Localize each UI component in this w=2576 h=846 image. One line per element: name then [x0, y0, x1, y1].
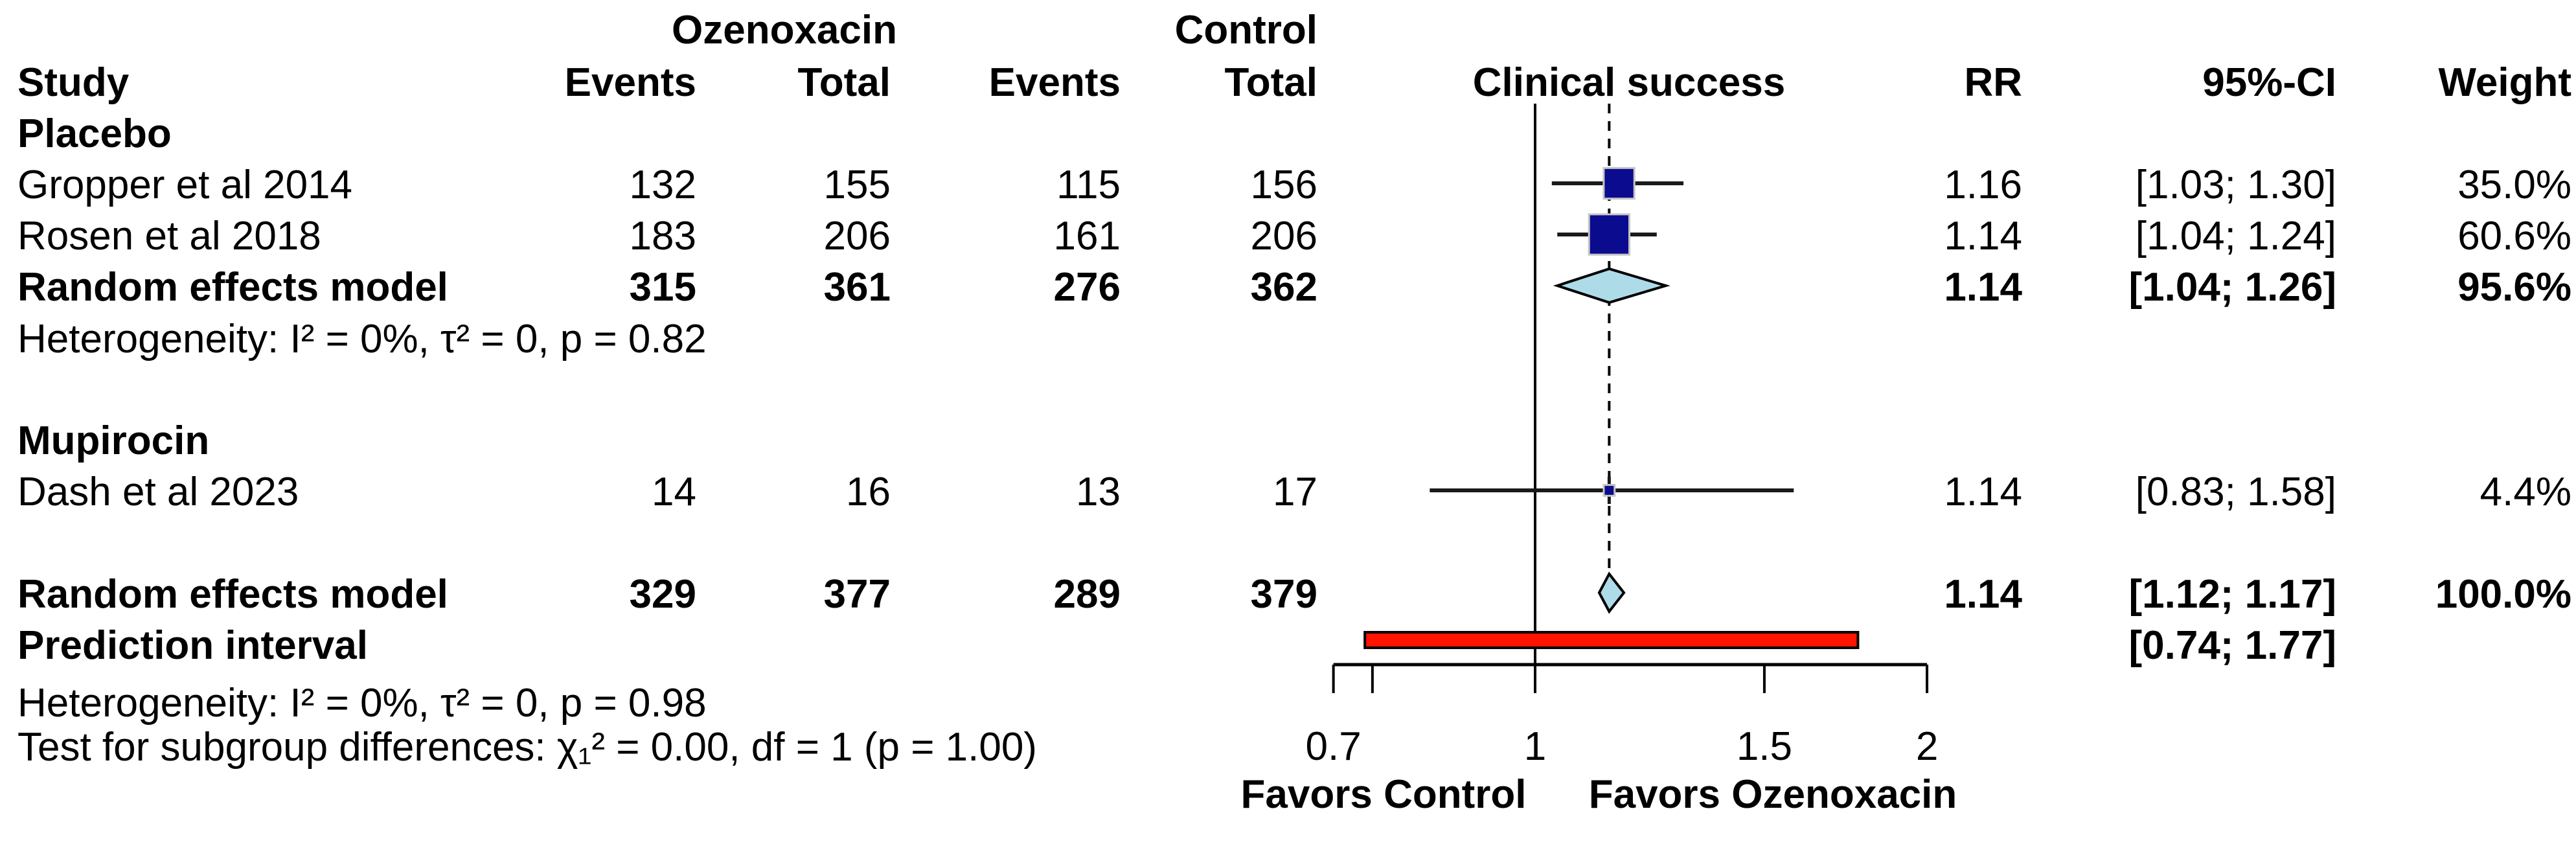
study-name: Dash et al 2023	[17, 470, 299, 514]
weight-value: 35.0%	[2457, 163, 2571, 207]
subgroup-label: Placebo	[17, 111, 172, 156]
column-header-ctrl-total: Total	[1224, 60, 1318, 105]
ctrl-total-value: 156	[1250, 163, 1317, 207]
svg-text:0.7: 0.7	[1306, 724, 1362, 769]
svg-text:2: 2	[1916, 724, 1938, 769]
ci-value: [1.04; 1.26]	[2128, 265, 2336, 310]
favors-left-label: Favors Control	[1240, 772, 1527, 817]
table-row-favors-labels: Favors Control Favors Ozenoxacin	[0, 772, 2576, 817]
oz-events-value: 132	[629, 163, 696, 207]
table-row-group-headers: Ozenoxacin Control	[0, 8, 2576, 53]
oz-events-value: 183	[629, 214, 696, 258]
table-row-prediction-interval: Prediction interval [0.74; 1.77]	[0, 623, 2576, 669]
ctrl-events-value: 115	[1056, 163, 1121, 207]
ci-value: [0.83; 1.58]	[2135, 470, 2336, 514]
ctrl-total-value: 362	[1250, 265, 1317, 310]
study-name: Gropper et al 2014	[17, 163, 353, 207]
ci-value: [1.04; 1.24]	[2135, 214, 2336, 258]
heterogeneity-text: Heterogeneity: I² = 0%, τ² = 0, p = 0.98	[17, 681, 707, 726]
rr-value: 1.14	[1944, 572, 2022, 617]
prediction-label: Prediction interval	[17, 623, 368, 668]
table-row-study: Rosen et al 2018 183 206 161 206 1.14 [1…	[0, 214, 2576, 259]
oz-events-value: 315	[629, 265, 696, 310]
column-header-oz-events: Events	[564, 60, 696, 105]
table-row-overall-summary: Random effects model 329 377 289 379 1.1…	[0, 572, 2576, 617]
favors-right-label: Favors Ozenoxacin	[1588, 772, 1957, 817]
subgroup-label: Mupirocin	[17, 418, 210, 463]
oz-total-value: 206	[823, 214, 891, 258]
summary-label: Random effects model	[17, 265, 448, 310]
ci-value: [1.12; 1.17]	[2128, 572, 2336, 617]
summary-label: Random effects model	[17, 572, 448, 617]
table-row-study: Gropper et al 2014 132 155 115 156 1.16 …	[0, 163, 2576, 208]
ci-value: [0.74; 1.77]	[2128, 623, 2336, 668]
oz-total-value: 377	[823, 572, 891, 617]
svg-text:1: 1	[1524, 724, 1546, 769]
weight-value: 4.4%	[2479, 470, 2571, 514]
table-row-subgroup-test: Test for subgroup differences: χ₁² = 0.0…	[0, 725, 2576, 770]
table-row-heterogeneity: Heterogeneity: I² = 0%, τ² = 0, p = 0.82	[0, 317, 2576, 362]
rr-value: 1.14	[1944, 470, 2022, 514]
heterogeneity-text: Heterogeneity: I² = 0%, τ² = 0, p = 0.82	[17, 317, 707, 361]
table-row-column-headers: Study Events Total Events Total Clinical…	[0, 60, 2576, 106]
column-header-ci: 95%-CI	[2202, 60, 2336, 105]
ctrl-total-value: 379	[1250, 572, 1317, 617]
rr-value: 1.16	[1944, 163, 2022, 207]
oz-events-value: 329	[629, 572, 696, 617]
study-name: Rosen et al 2018	[17, 214, 321, 258]
ci-value: [1.03; 1.30]	[2135, 163, 2336, 207]
column-header-ctrl-events: Events	[988, 60, 1121, 105]
table-row-study: Dash et al 2023 14 16 13 17 1.14 [0.83; …	[0, 470, 2576, 515]
table-row-subgroup-mupirocin: Mupirocin	[0, 418, 2576, 464]
column-group-ozenoxacin: Ozenoxacin	[672, 8, 897, 52]
column-header-plot-title: Clinical success	[1472, 60, 1786, 105]
ctrl-events-value: 13	[1076, 470, 1121, 514]
weight-value: 95.6%	[2457, 265, 2571, 310]
column-header-rr: RR	[1964, 60, 2022, 105]
column-header-oz-total: Total	[797, 60, 891, 105]
table-row-subgroup-summary: Random effects model 315 361 276 362 1.1…	[0, 265, 2576, 310]
column-header-study: Study	[17, 60, 130, 105]
rr-value: 1.14	[1944, 214, 2022, 258]
svg-text:1.5: 1.5	[1737, 724, 1792, 769]
oz-events-value: 14	[652, 470, 696, 514]
ctrl-events-value: 289	[1053, 572, 1121, 617]
oz-total-value: 361	[823, 265, 891, 310]
ctrl-events-value: 276	[1053, 265, 1121, 310]
column-group-control: Control	[1174, 8, 1317, 52]
column-header-weight: Weight	[2438, 60, 2572, 105]
rr-value: 1.14	[1944, 265, 2022, 310]
ctrl-total-value: 17	[1273, 470, 1317, 514]
oz-total-value: 155	[823, 163, 891, 207]
oz-total-value: 16	[846, 470, 891, 514]
weight-value: 100.0%	[2435, 572, 2571, 617]
ctrl-total-value: 206	[1250, 214, 1317, 258]
ctrl-events-value: 161	[1053, 214, 1121, 258]
weight-value: 60.6%	[2457, 214, 2571, 258]
subgroup-test-text: Test for subgroup differences: χ₁² = 0.0…	[17, 725, 1037, 770]
table-row-subgroup-placebo: Placebo	[0, 111, 2576, 157]
table-row-heterogeneity: Heterogeneity: I² = 0%, τ² = 0, p = 0.98	[0, 681, 2576, 726]
